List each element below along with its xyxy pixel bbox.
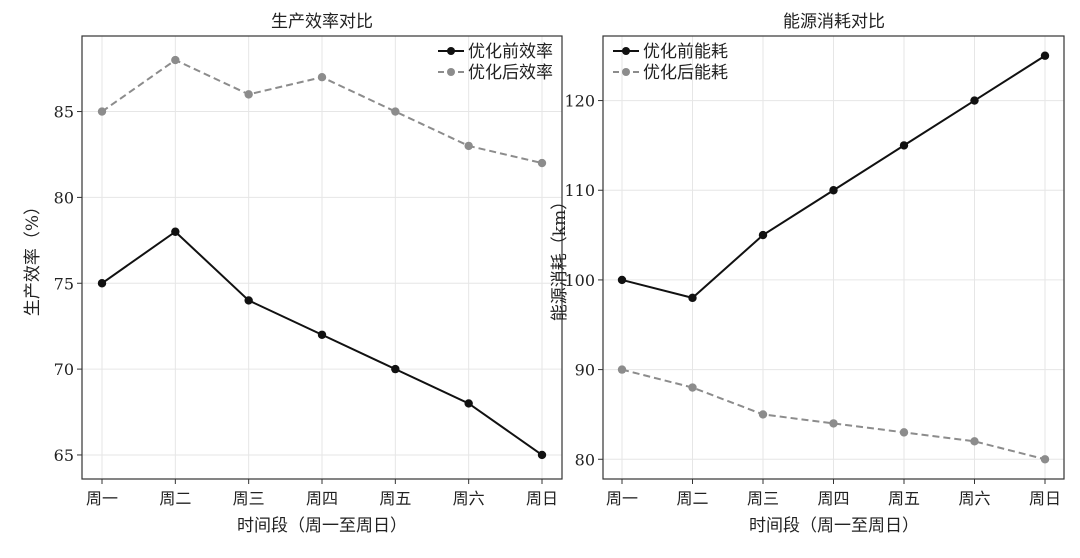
efficiency-ytick-label-4: 85 [54, 103, 74, 122]
energy-xtick-label-3: 周四 [817, 489, 849, 508]
energy-chart: 能源消耗对比 80 90 100 110 120 周一 周二 周三 周四 周五 周六 周日 时间段（… [550, 12, 1065, 536]
efficiency-ytick-label-0: 65 [54, 446, 74, 465]
energy-y-ticks: 80 90 100 110 120 [564, 92, 603, 469]
energy-xtick-label-4: 周五 [888, 489, 920, 508]
efficiency-series-0-point-5 [464, 399, 473, 408]
energy-series-1-point-4 [899, 428, 909, 437]
energy-series-1-point-2 [758, 410, 768, 419]
efficiency-series-1-point-3 [317, 73, 327, 82]
energy-legend: 优化前能耗 优化后能耗 [613, 42, 728, 83]
efficiency-series-1-point-0 [97, 107, 107, 116]
energy-series-0-point-4 [899, 141, 909, 150]
energy-xtick-label-1: 周二 [676, 489, 708, 508]
legend-label-before-energy: 优化前能耗 [643, 42, 728, 62]
efficiency-series-1-point-2 [244, 90, 253, 99]
efficiency-series-1-point-6 [537, 158, 547, 168]
efficiency-xtick-label-5: 周六 [453, 489, 485, 508]
efficiency-y-axis-label: 生产效率（%） [23, 198, 43, 316]
energy-chart-title: 能源消耗对比 [783, 12, 885, 32]
energy-series-1-point-6 [1040, 455, 1050, 464]
efficiency-series-0-point-3 [317, 330, 327, 339]
energy-ytick-label-4: 120 [564, 92, 595, 111]
energy-x-axis-label: 时间段（周一至周日） [749, 516, 919, 536]
energy-series-0-point-3 [829, 186, 838, 195]
energy-ytick-label-3: 110 [564, 181, 595, 200]
energy-series-1-point-3 [829, 419, 838, 428]
energy-xtick-label-6: 周日 [1029, 489, 1061, 508]
efficiency-series-0-point-2 [244, 296, 253, 305]
efficiency-series-0-point-0 [97, 279, 107, 288]
energy-series-1-point-0 [617, 365, 627, 374]
efficiency-series-1-point-4 [391, 107, 400, 116]
legend-label-after-efficiency: 优化后效率 [468, 63, 553, 83]
efficiency-xtick-label-3: 周四 [306, 489, 338, 508]
efficiency-series-1-point-5 [464, 141, 473, 151]
efficiency-x-axis-label: 时间段（周一至周日） [237, 516, 407, 536]
efficiency-xtick-label-4: 周五 [379, 489, 411, 508]
energy-xtick-label-0: 周一 [606, 489, 638, 508]
efficiency-y-ticks: 65 70 75 80 85 [54, 103, 82, 465]
efficiency-ytick-label-3: 80 [54, 188, 74, 207]
legend-marker-before-efficiency [447, 47, 455, 55]
efficiency-grid [82, 36, 562, 479]
efficiency-series-0-point-1 [171, 227, 180, 236]
energy-series [617, 51, 1050, 464]
efficiency-chart: 生产效率对比 65 70 75 80 85 周一 周二 周三 周四 周五 周六 周日 时间段（周一至… [23, 12, 563, 536]
efficiency-x-ticks: 周一 周二 周三 周四 周五 周六 周日 [86, 479, 558, 508]
efficiency-ytick-label-2: 75 [54, 274, 74, 293]
efficiency-xtick-label-1: 周二 [159, 489, 191, 508]
legend-label-after-energy: 优化后能耗 [643, 63, 728, 83]
energy-series-0-point-0 [617, 275, 627, 285]
efficiency-series-0-point-4 [391, 364, 400, 374]
energy-ytick-label-0: 80 [575, 450, 595, 469]
legend-label-before-efficiency: 优化前效率 [468, 42, 553, 62]
energy-xtick-label-5: 周六 [958, 489, 990, 508]
energy-series-1-point-5 [970, 437, 979, 446]
legend-marker-after-energy [622, 68, 630, 76]
efficiency-series [97, 55, 547, 460]
energy-series-0-point-5 [970, 96, 979, 105]
energy-x-ticks: 周一 周二 周三 周四 周五 周六 周日 [606, 479, 1061, 508]
energy-ytick-label-2: 100 [564, 271, 595, 290]
efficiency-ytick-label-1: 70 [54, 360, 74, 379]
efficiency-legend: 优化前效率 优化后效率 [438, 42, 553, 83]
legend-marker-after-efficiency [447, 68, 455, 76]
energy-series-0-point-2 [758, 230, 768, 240]
energy-grid [603, 36, 1064, 479]
efficiency-series-1-point-1 [171, 55, 180, 65]
energy-y-axis-label: 能源消耗（km） [550, 193, 570, 321]
energy-series-0-point-1 [688, 293, 697, 303]
energy-ytick-label-1: 90 [575, 361, 595, 380]
efficiency-series-0-point-6 [537, 450, 547, 460]
efficiency-xtick-label-0: 周一 [86, 489, 118, 508]
legend-marker-before-energy [622, 47, 630, 55]
efficiency-xtick-label-6: 周日 [526, 489, 558, 508]
energy-xtick-label-2: 周三 [747, 489, 779, 508]
efficiency-chart-title: 生产效率对比 [271, 12, 373, 32]
energy-series-0-point-6 [1040, 51, 1050, 60]
energy-series-1-point-1 [688, 383, 697, 392]
efficiency-xtick-label-2: 周三 [233, 489, 265, 508]
